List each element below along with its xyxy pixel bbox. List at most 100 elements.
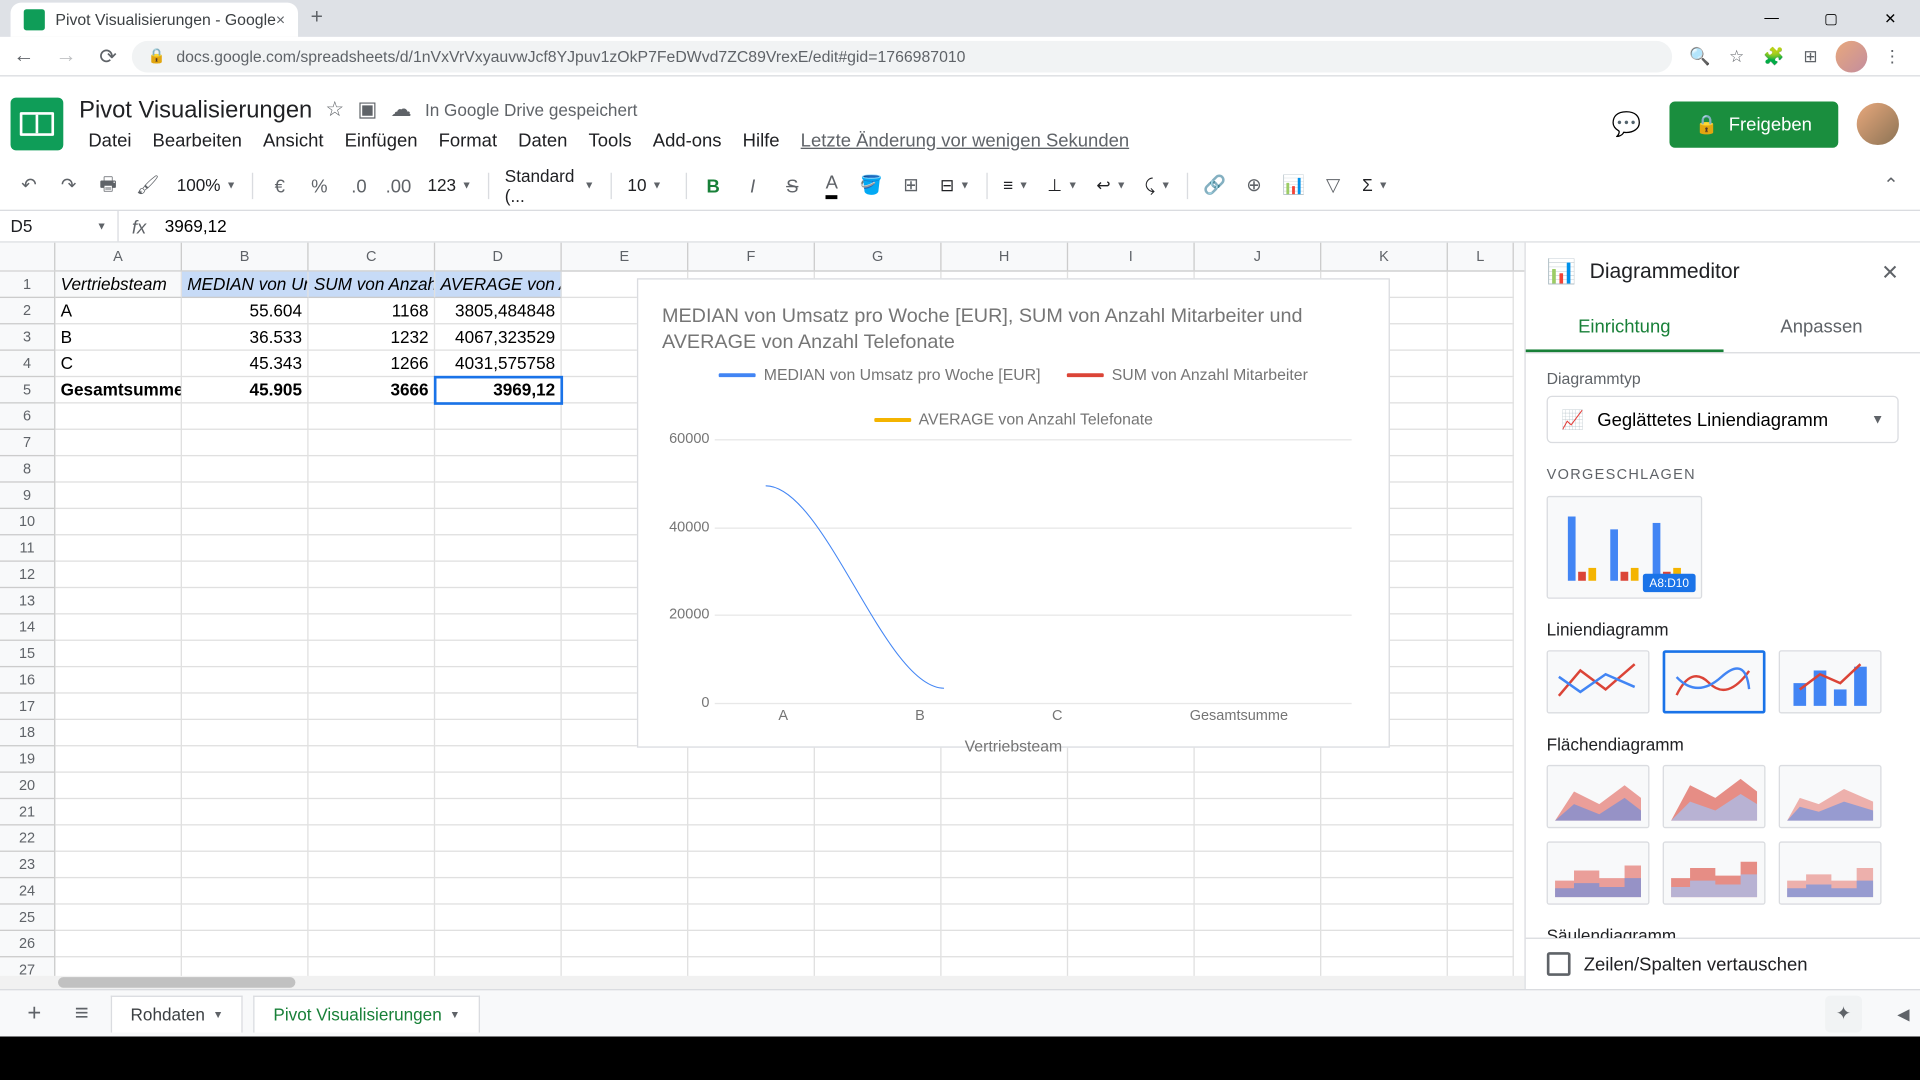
collapse-toolbar-icon[interactable]: ⌃: [1873, 168, 1910, 202]
cell[interactable]: [562, 826, 689, 852]
cell[interactable]: [309, 667, 436, 693]
row-header[interactable]: 11: [0, 535, 54, 561]
cell[interactable]: [55, 694, 182, 720]
row-header[interactable]: 3: [0, 324, 54, 350]
percent-icon[interactable]: %: [301, 168, 338, 202]
cell[interactable]: [182, 878, 309, 904]
cell[interactable]: [562, 905, 689, 931]
area-chart-thumb-3[interactable]: [1779, 765, 1882, 828]
column-header[interactable]: A: [55, 243, 182, 271]
cell[interactable]: [55, 746, 182, 772]
cell[interactable]: [309, 878, 436, 904]
cell[interactable]: [309, 746, 436, 772]
column-header[interactable]: B: [182, 243, 309, 271]
cell[interactable]: [55, 562, 182, 588]
cell[interactable]: [1448, 641, 1514, 667]
row-header[interactable]: 2: [0, 298, 54, 324]
undo-icon[interactable]: ↶: [11, 168, 48, 202]
star-icon[interactable]: ☆: [1725, 44, 1749, 68]
line-chart-thumb-2-smooth[interactable]: [1663, 650, 1766, 713]
cell[interactable]: [309, 588, 436, 614]
column-header[interactable]: D: [435, 243, 562, 271]
row-header[interactable]: 16: [0, 667, 54, 693]
cell[interactable]: [309, 694, 436, 720]
cell[interactable]: [182, 694, 309, 720]
cell[interactable]: MEDIAN von Un: [182, 272, 309, 298]
column-header[interactable]: E: [562, 243, 689, 271]
cell[interactable]: [309, 773, 436, 799]
cell[interactable]: 3666: [309, 377, 436, 403]
last-change-link[interactable]: Letzte Änderung vor wenigen Sekunden: [791, 126, 1138, 152]
cell[interactable]: [182, 641, 309, 667]
cell[interactable]: [435, 905, 562, 931]
functions-icon[interactable]: Σ▼: [1354, 168, 1396, 202]
cell[interactable]: 1266: [309, 351, 436, 377]
menu-hilfe[interactable]: Hilfe: [733, 126, 788, 152]
formula-input[interactable]: 3969,12: [159, 216, 1920, 236]
cell[interactable]: [1448, 377, 1514, 403]
cell[interactable]: [1448, 351, 1514, 377]
cell[interactable]: [182, 483, 309, 509]
reading-list-icon[interactable]: ⊞: [1799, 44, 1823, 68]
cell[interactable]: Vertriebsteam: [55, 272, 182, 298]
row-header[interactable]: 17: [0, 694, 54, 720]
cell[interactable]: [1448, 483, 1514, 509]
cell[interactable]: [1448, 615, 1514, 641]
cell[interactable]: [55, 588, 182, 614]
cell[interactable]: [435, 641, 562, 667]
cell[interactable]: [435, 535, 562, 561]
cell[interactable]: [182, 746, 309, 772]
cell[interactable]: [182, 931, 309, 957]
comments-icon[interactable]: 💬: [1603, 100, 1650, 147]
horizontal-scrollbar[interactable]: [0, 976, 1524, 989]
suggested-chart-thumb[interactable]: A8:D10: [1547, 496, 1703, 599]
cell[interactable]: [55, 878, 182, 904]
row-header[interactable]: 9: [0, 483, 54, 509]
font-dropdown[interactable]: Standard (...▼: [497, 168, 602, 202]
area-chart-thumb-6[interactable]: [1779, 841, 1882, 904]
cell[interactable]: 1168: [309, 298, 436, 324]
cell[interactable]: [182, 430, 309, 456]
window-minimize-icon[interactable]: —: [1742, 0, 1801, 37]
cell[interactable]: [562, 773, 689, 799]
cell[interactable]: [1448, 535, 1514, 561]
cell[interactable]: [309, 931, 436, 957]
row-header[interactable]: 26: [0, 931, 54, 957]
cell[interactable]: [55, 852, 182, 878]
cell[interactable]: [435, 694, 562, 720]
explore-icon[interactable]: ✦: [1825, 995, 1862, 1032]
italic-icon[interactable]: I: [734, 168, 771, 202]
select-all-corner[interactable]: [0, 243, 55, 271]
text-color-icon[interactable]: A: [813, 168, 850, 202]
row-header[interactable]: 7: [0, 430, 54, 456]
row-header[interactable]: 15: [0, 641, 54, 667]
redo-icon[interactable]: ↷: [50, 168, 87, 202]
row-header[interactable]: 4: [0, 351, 54, 377]
row-header[interactable]: 25: [0, 905, 54, 931]
row-header[interactable]: 12: [0, 562, 54, 588]
cell[interactable]: Gesamtsumme: [55, 377, 182, 403]
user-avatar[interactable]: [1857, 103, 1899, 145]
extensions-icon[interactable]: 🧩: [1762, 44, 1786, 68]
cell[interactable]: [55, 509, 182, 535]
cell[interactable]: [1448, 588, 1514, 614]
cell[interactable]: [309, 615, 436, 641]
cell[interactable]: [435, 509, 562, 535]
cell[interactable]: [435, 720, 562, 746]
row-header[interactable]: 6: [0, 404, 54, 430]
cell[interactable]: [182, 456, 309, 482]
currency-icon[interactable]: €: [261, 168, 298, 202]
cell[interactable]: [435, 456, 562, 482]
cell[interactable]: [55, 826, 182, 852]
menu-datei[interactable]: Datei: [79, 126, 141, 152]
add-sheet-icon[interactable]: +: [16, 995, 53, 1032]
cell[interactable]: 45.343: [182, 351, 309, 377]
row-header[interactable]: 10: [0, 509, 54, 535]
cell[interactable]: [435, 773, 562, 799]
cell[interactable]: [435, 826, 562, 852]
cell[interactable]: [1448, 509, 1514, 535]
cell[interactable]: [309, 483, 436, 509]
cell[interactable]: 3805,484848: [435, 298, 562, 324]
cell[interactable]: [435, 746, 562, 772]
cell[interactable]: [1448, 667, 1514, 693]
